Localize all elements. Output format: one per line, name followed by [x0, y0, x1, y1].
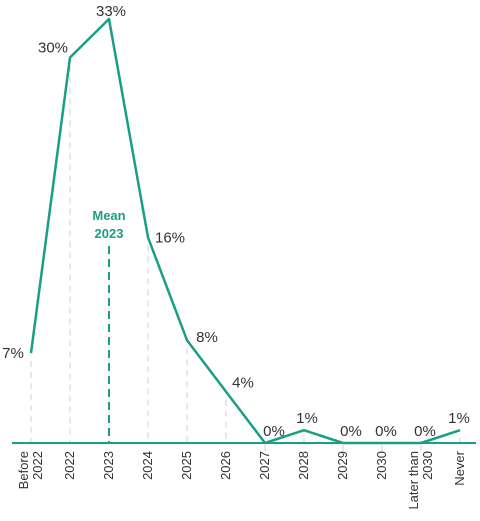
x-tick-label-line: 2030: [374, 451, 389, 480]
x-tick-label-line: 2024: [140, 451, 155, 480]
data-label: 0%: [263, 423, 285, 440]
data-label: 0%: [375, 423, 397, 440]
mean-label-title: Mean: [92, 208, 125, 223]
x-tick-label: 2026: [218, 451, 233, 480]
data-label: 16%: [155, 229, 185, 246]
mean-label-value: 2023: [95, 226, 124, 241]
gridlines: [30, 65, 461, 451]
data-label: 8%: [196, 329, 218, 346]
x-tick-label: 2022: [62, 451, 77, 480]
x-tick-label-line: 2022: [62, 451, 77, 480]
x-tick-label: Never: [452, 450, 467, 485]
data-label: 7%: [2, 345, 24, 362]
x-tick-label-line: 2027: [257, 451, 272, 480]
x-tick-label-line: 2026: [218, 451, 233, 480]
x-tick-labels: Before 2022 2022 2023 2024 2025 2026 2027 2028 20…: [16, 450, 467, 509]
data-label: 33%: [96, 3, 126, 20]
x-tick-label: 2023: [101, 451, 116, 480]
x-tick-label-line: 2025: [179, 451, 194, 480]
x-tick-label: 2027: [257, 451, 272, 480]
data-label: 0%: [340, 423, 362, 440]
x-tick-label-line: 2028: [296, 451, 311, 480]
x-tick-label-line: 2023: [101, 451, 116, 480]
x-tick-label-line: Before: [16, 451, 31, 489]
data-label: 1%: [448, 410, 470, 427]
x-tick-label: 2029: [335, 451, 350, 480]
mean-marker: Mean 2023: [92, 208, 126, 443]
x-tick-label-line: Never: [452, 450, 467, 485]
x-tick-label: Later than 2030: [406, 451, 435, 510]
data-labels: 7% 30% 33% 16% 8% 4% 0% 1% 0% 0% 0% 1%: [2, 3, 470, 440]
x-tick-label: 2024: [140, 451, 155, 480]
data-label: 30%: [38, 40, 68, 57]
x-tick-label-line: Later than: [406, 451, 421, 510]
x-tick-label: 2028: [296, 451, 311, 480]
data-label: 4%: [232, 375, 254, 392]
x-tick-label: 2030: [374, 451, 389, 480]
data-label: 0%: [414, 423, 436, 440]
x-tick-label-line: 2029: [335, 451, 350, 480]
series-line: [29, 17, 461, 445]
x-tick-label-line: 2030: [420, 451, 435, 480]
x-tick-label: Before 2022: [16, 451, 45, 489]
data-label: 1%: [296, 410, 318, 427]
x-tick-label-line: 2022: [30, 451, 45, 480]
x-tick-label: 2025: [179, 451, 194, 480]
